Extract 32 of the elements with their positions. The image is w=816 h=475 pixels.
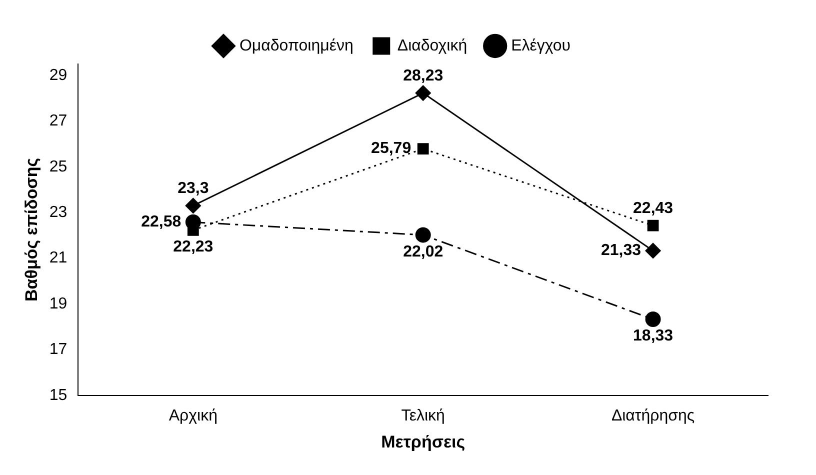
y-tick-label: 21 [49, 250, 68, 267]
point [185, 198, 201, 214]
x-tick-label: Διατήρησης [611, 407, 695, 424]
data-label: 22,02 [403, 243, 444, 260]
y-tick-label: 15 [49, 386, 68, 404]
y-tick-label: 29 [49, 66, 68, 84]
point [415, 227, 431, 243]
point [645, 242, 661, 258]
data-label: 22,43 [633, 200, 674, 217]
point [415, 85, 431, 101]
data-label: 21,33 [600, 242, 642, 260]
point [417, 143, 429, 154]
data-label: 22,23 [173, 238, 214, 256]
legend-label: Ομαδοποιημένη [239, 37, 354, 54]
legend-label: Ελέγχου [511, 37, 571, 54]
data-label: 22,58 [141, 214, 182, 231]
data-label: 23,3 [178, 180, 209, 198]
point [645, 312, 661, 328]
data-label: 25,79 [371, 140, 412, 158]
y-tick-label: 19 [49, 295, 68, 312]
y-axis-title: Βαθμός επίδοσης [22, 158, 41, 302]
data-label: 28,23 [403, 67, 444, 84]
y-tick-label: 17 [49, 341, 68, 358]
y-tick-label: 27 [49, 112, 68, 130]
y-tick-label: 25 [49, 158, 68, 176]
y-tick-label: 23 [49, 204, 68, 221]
x-tick-label: Αρχική [168, 407, 218, 424]
legend-label: Διαδοχική [397, 37, 468, 54]
data-label: 18,33 [633, 328, 674, 345]
point [647, 220, 659, 232]
x-tick-label: Τελική [401, 407, 445, 424]
x-axis-title: Μετρήσεις [381, 432, 466, 452]
